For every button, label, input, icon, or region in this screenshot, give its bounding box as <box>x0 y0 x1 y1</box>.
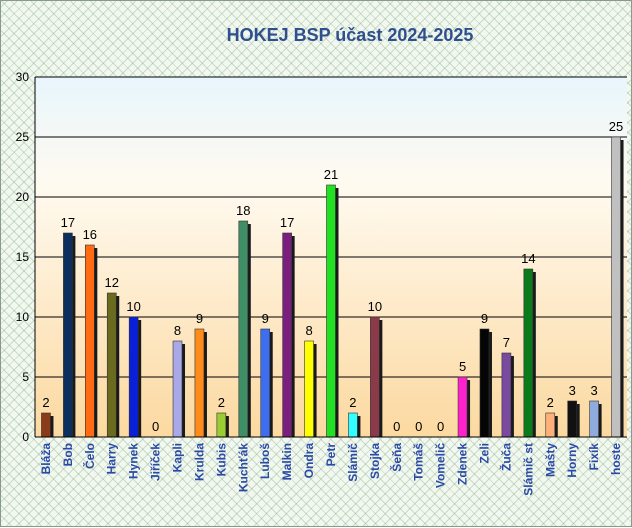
data-label: 2 <box>349 395 356 410</box>
x-tick-label: Hynek <box>127 443 141 479</box>
data-label: 0 <box>393 419 400 434</box>
x-tick-label: Ondra <box>302 443 316 479</box>
x-tick-label: hoste <box>609 443 623 475</box>
y-tick-label: 30 <box>16 70 30 84</box>
data-label: 21 <box>324 167 338 182</box>
y-tick-label: 25 <box>16 130 30 144</box>
x-tick-label: Jiříček <box>149 443 163 481</box>
data-label: 12 <box>105 275 119 290</box>
data-label: 16 <box>83 227 97 242</box>
y-tick-label: 15 <box>16 250 30 264</box>
data-label: 8 <box>174 323 181 338</box>
data-label: 0 <box>152 419 159 434</box>
x-tick-label: Kapli <box>171 443 185 472</box>
data-label: 2 <box>218 395 225 410</box>
data-label: 3 <box>569 383 576 398</box>
x-tick-label: Tomáš <box>412 443 426 481</box>
x-tick-label: Bláža <box>39 443 53 475</box>
data-label: 14 <box>521 251 535 266</box>
bar <box>348 412 358 438</box>
x-tick-label: Malkin <box>280 443 294 480</box>
x-tick-label: Krulda <box>192 443 206 481</box>
data-label: 17 <box>280 215 294 230</box>
data-label: 2 <box>42 395 49 410</box>
bar <box>216 412 227 438</box>
bar <box>589 400 599 438</box>
bar <box>370 316 380 438</box>
bar <box>128 316 139 438</box>
data-label: 2 <box>547 395 554 410</box>
bar <box>63 232 73 438</box>
bar <box>304 340 314 438</box>
data-label: 5 <box>459 359 466 374</box>
x-tick-label: Horny <box>565 443 579 478</box>
data-label: 10 <box>126 299 140 314</box>
bar <box>282 232 292 438</box>
y-tick-label: 10 <box>16 310 30 324</box>
bar <box>523 268 534 438</box>
bar <box>457 376 468 438</box>
x-tick-label: Žuča <box>498 443 513 471</box>
bar <box>479 328 490 438</box>
x-tick-label: Slámič <box>346 443 360 482</box>
y-tick-label: 5 <box>22 370 29 384</box>
x-tick-label: Bob <box>61 443 75 466</box>
data-label: 3 <box>590 383 597 398</box>
x-tick-label: Stojka <box>368 443 382 479</box>
x-tick-label: Luboš <box>258 443 272 479</box>
x-tick-label: Šeňa <box>389 443 404 472</box>
bar <box>326 184 336 438</box>
x-tick-label: Zdenek <box>456 443 470 485</box>
x-tick-label: Kubis <box>214 443 228 477</box>
data-label: 9 <box>196 311 203 326</box>
data-label: 17 <box>61 215 75 230</box>
y-tick-label: 0 <box>22 430 29 444</box>
bar <box>85 244 95 438</box>
x-tick-label: Harry <box>105 443 119 475</box>
y-tick-label: 20 <box>16 190 30 204</box>
data-label: 7 <box>503 335 510 350</box>
data-label: 0 <box>437 419 444 434</box>
bar <box>238 220 249 438</box>
bar <box>194 328 205 438</box>
x-tick-label: Slámič st <box>521 443 535 496</box>
data-label: 9 <box>262 311 269 326</box>
x-tick-label: Čelo <box>82 443 97 469</box>
bar <box>567 400 577 438</box>
bar <box>501 352 512 438</box>
x-tick-label: Fixík <box>587 443 601 471</box>
x-tick-label: Zeli <box>477 443 491 464</box>
data-label: 25 <box>609 119 623 134</box>
bar <box>260 328 271 438</box>
data-label: 8 <box>305 323 312 338</box>
bar <box>41 412 51 438</box>
x-tick-label: Petr <box>324 443 338 467</box>
x-tick-label: Kuchťák <box>236 443 250 492</box>
bar <box>106 292 117 438</box>
x-tick-label: Vomelič <box>434 443 448 488</box>
bar <box>172 340 183 438</box>
bar <box>545 412 556 438</box>
data-label: 10 <box>368 299 382 314</box>
chart-title: HOKEJ BSP účast 2024-2025 <box>227 25 474 45</box>
x-tick-label: Mašty <box>543 443 557 477</box>
data-label: 0 <box>415 419 422 434</box>
bar <box>611 136 621 438</box>
data-label: 18 <box>236 203 250 218</box>
data-label: 9 <box>481 311 488 326</box>
